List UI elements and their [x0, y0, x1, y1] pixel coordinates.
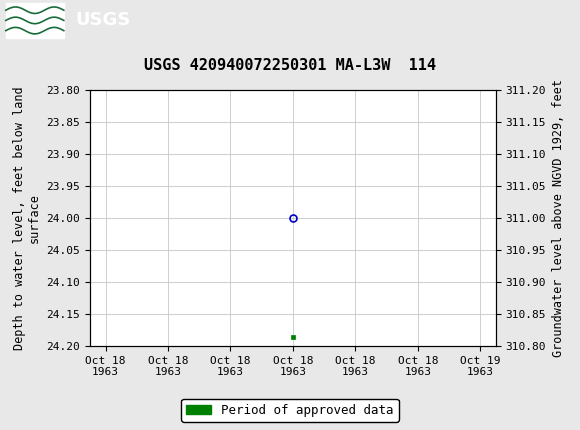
Y-axis label: Groundwater level above NGVD 1929, feet: Groundwater level above NGVD 1929, feet [552, 79, 565, 357]
Text: USGS 420940072250301 MA-L3W  114: USGS 420940072250301 MA-L3W 114 [144, 58, 436, 73]
Legend: Period of approved data: Period of approved data [181, 399, 399, 421]
FancyBboxPatch shape [6, 3, 64, 37]
Y-axis label: Depth to water level, feet below land
surface: Depth to water level, feet below land su… [13, 86, 41, 350]
Text: USGS: USGS [75, 12, 130, 29]
